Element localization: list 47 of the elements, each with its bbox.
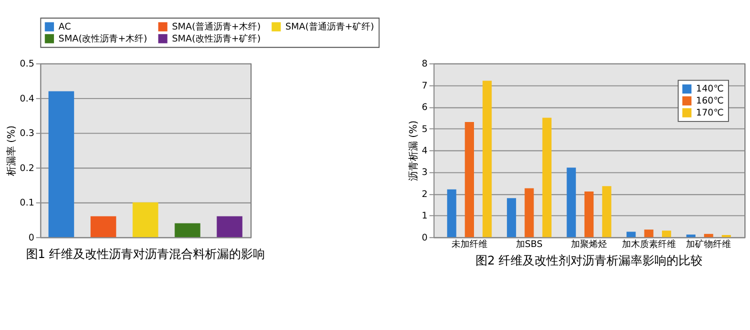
y-tick-label: 6 — [422, 103, 428, 114]
bar — [542, 118, 552, 238]
bar — [602, 186, 612, 238]
y-tick-label: 0 — [422, 233, 428, 244]
x-tick-label: 未加纤维 — [451, 238, 488, 250]
y-tick-label: 7 — [422, 81, 428, 92]
y-tick-label: 0 — [28, 233, 34, 244]
bar — [506, 198, 516, 238]
bar — [662, 230, 672, 238]
bar — [644, 230, 654, 238]
legend-label: AC — [58, 22, 71, 33]
y-tick-label: 3 — [422, 168, 428, 178]
bar — [464, 122, 474, 238]
x-tick-label: 加木质素纤维 — [622, 238, 676, 250]
caption: 图2 纤维及改性剂对沥青析漏率影响的比较 — [475, 254, 703, 268]
legend-label: 170℃ — [696, 108, 724, 119]
caption: 图1 纤维及改性沥青对沥青混合料析漏的影响 — [26, 247, 266, 262]
y-tick-label: 0.2 — [20, 164, 34, 174]
bar — [447, 189, 456, 238]
y-tick-label: 0.4 — [20, 94, 34, 104]
bar — [584, 192, 594, 238]
y-axis-title: 沥青析漏 (%) — [407, 120, 420, 182]
y-tick-label: 5 — [422, 124, 428, 135]
legend-label: 160℃ — [696, 96, 724, 107]
y-tick-label: 4 — [422, 146, 428, 156]
x-tick-label: 加矿物纤维 — [686, 238, 732, 250]
legend-label: SMA(普通沥青+木纤) — [172, 22, 261, 33]
bar — [626, 232, 636, 238]
y-axis-title: 析漏率 (%) — [5, 125, 18, 178]
bar — [482, 80, 492, 238]
legend-label: SMA(改性沥青+矿纤) — [172, 33, 261, 44]
legend-label: 140℃ — [696, 84, 724, 95]
y-tick-label: 0.1 — [20, 198, 34, 209]
bar — [686, 234, 696, 238]
bar — [524, 188, 534, 238]
y-tick-label: 8 — [422, 60, 428, 70]
y-tick-label: 2 — [422, 190, 428, 200]
legend-label: SMA(改性沥青+木纤) — [58, 33, 148, 44]
y-tick-label: 1 — [422, 212, 428, 222]
bar — [566, 168, 576, 238]
x-tick-label: 加聚烯烃 — [571, 238, 608, 250]
x-tick-label: 加SBS — [516, 238, 543, 250]
bar — [704, 234, 714, 238]
y-tick-label: 0.5 — [20, 60, 34, 70]
bar — [722, 234, 731, 238]
legend-label: SMA(普通沥青+矿纤) — [285, 22, 374, 33]
y-tick-label: 0.3 — [20, 129, 34, 140]
